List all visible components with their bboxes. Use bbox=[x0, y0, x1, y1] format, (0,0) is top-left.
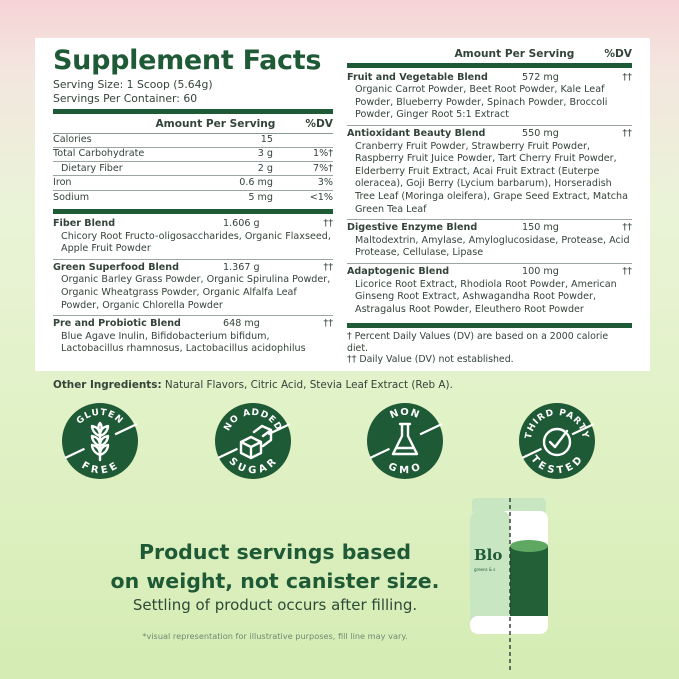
column-header: Amount Per Serving %DV bbox=[454, 48, 632, 60]
blend-amount: 1.367 g bbox=[223, 261, 260, 273]
blend-ingredients: Organic Carrot Powder, Beet Root Powder,… bbox=[355, 84, 608, 121]
blend-name: Fruit and Vegetable Blend bbox=[347, 71, 488, 83]
blend-dv: †† bbox=[622, 71, 632, 83]
nutrient-name: Sodium bbox=[53, 191, 90, 203]
blend-ingredients: Blue Agave Inulin, Bifidobacterium bifid… bbox=[61, 330, 306, 355]
blend-ingredients: Chicory Root Fructo-oligosaccharides, Or… bbox=[61, 230, 331, 255]
sugar-cube-icon bbox=[239, 424, 273, 460]
nutrient-name: Calories bbox=[53, 133, 92, 145]
blend-item: Green Superfood Blend 1.367 g †† Organic Ba… bbox=[53, 260, 333, 317]
blend-amount: 648 mg bbox=[223, 318, 260, 330]
divider bbox=[53, 132, 333, 134]
divider-thick bbox=[53, 209, 333, 215]
other-ingredients: Other Ingredients: Natural Flavors, Citr… bbox=[53, 379, 453, 391]
nutrient-amount: 3 g bbox=[257, 148, 273, 160]
blend-ingredients: Maltodextrin, Amylase, Amyloglucosidase,… bbox=[355, 234, 630, 259]
nutrient-amount: 2 g bbox=[257, 162, 273, 174]
blend-item: Pre and Probiotic Blend 648 mg †† Blue Agav… bbox=[53, 316, 333, 359]
blend-header: Green Superfood Blend 1.367 g †† bbox=[53, 262, 333, 275]
blend-list: Fiber Blend 1.606 g †† Chicory Root Fructo-… bbox=[53, 216, 333, 359]
blend-header: Antioxidant Beauty Blend 550 mg †† bbox=[347, 128, 632, 141]
badge-third-party-tested: THIRD PARTY TESTED bbox=[518, 402, 596, 480]
svg-text:NON: NON bbox=[388, 407, 421, 421]
servings-per-container: Servings Per Container: 60 bbox=[53, 91, 198, 105]
wheat-icon bbox=[90, 421, 110, 462]
blend-dv: †† bbox=[323, 218, 333, 230]
canister-illustration: Blo greens & s bbox=[470, 498, 548, 670]
flask-icon bbox=[391, 422, 419, 456]
blend-name: Digestive Enzyme Blend bbox=[347, 222, 478, 234]
nutrient-row: Calories 15 bbox=[53, 134, 333, 148]
nutrient-dv: <1% bbox=[309, 191, 333, 203]
canister-logo: Blo bbox=[474, 546, 502, 564]
blend-header: Pre and Probiotic Blend 648 mg †† bbox=[53, 318, 333, 331]
blend-dv: †† bbox=[622, 222, 632, 234]
blend-item: Antioxidant Beauty Blend 550 mg †† Cranberr… bbox=[347, 126, 632, 221]
blend-dv: †† bbox=[323, 261, 333, 273]
serving-size: Serving Size: 1 Scoop (5.64g) bbox=[53, 78, 213, 91]
blend-amount: 100 mg bbox=[522, 265, 559, 277]
nutrient-row: Dietary Fiber 2 g 7%† bbox=[53, 162, 333, 177]
nutrient-row: Total Carbohydrate 3 g 1%† bbox=[53, 148, 333, 163]
blend-name: Green Superfood Blend bbox=[53, 261, 180, 273]
facts-left-column: Supplement Facts Serving Size: 1 Scoop (… bbox=[53, 44, 333, 359]
nutrient-amount: 15 bbox=[260, 133, 273, 145]
nutrient-row: Sodium 5 mg <1% bbox=[53, 191, 333, 205]
blend-dv: †† bbox=[622, 265, 632, 277]
badge-non-gmo: NON GMO bbox=[366, 402, 444, 480]
divider-thick bbox=[347, 62, 632, 68]
blend-amount: 550 mg bbox=[522, 127, 559, 139]
nutrient-dv: 7%† bbox=[312, 162, 333, 174]
column-header: Amount Per Serving %DV bbox=[155, 118, 333, 130]
divider-thick bbox=[53, 109, 333, 114]
nutrient-name: Total Carbohydrate bbox=[53, 148, 145, 160]
blend-dv: †† bbox=[622, 127, 632, 139]
divider-thick bbox=[347, 323, 632, 329]
badge-gluten-free: GLUTEN FREE bbox=[61, 402, 139, 480]
blend-ingredients: Cranberry Fruit Powder, Strawberry Fruit… bbox=[355, 140, 629, 215]
blend-item: Fiber Blend 1.606 g †† Chicory Root Fructo-… bbox=[53, 216, 333, 260]
blend-amount: 1.606 g bbox=[223, 218, 260, 230]
canister-tagline: greens & s bbox=[474, 567, 495, 572]
blend-item: Fruit and Vegetable Blend 572 mg †† Organic… bbox=[347, 70, 632, 126]
blend-name: Fiber Blend bbox=[53, 218, 116, 230]
blend-item: Adaptogenic Blend 100 mg †† Licorice Root E… bbox=[347, 264, 632, 319]
blend-header: Digestive Enzyme Blend 150 mg †† bbox=[347, 222, 632, 235]
blend-amount: 150 mg bbox=[522, 222, 559, 234]
blend-header: Adaptogenic Blend 100 mg †† bbox=[347, 266, 632, 279]
nutrient-name: Iron bbox=[53, 176, 72, 188]
nutrient-row: Iron 0.6 mg 3% bbox=[53, 176, 333, 191]
disclaimer: *visual representation for illustrative … bbox=[142, 631, 408, 641]
blend-list: Fruit and Vegetable Blend 572 mg †† Organic… bbox=[347, 70, 632, 320]
headline: Product servings based on weight, not can… bbox=[110, 540, 440, 593]
badge-top-text: NON bbox=[388, 407, 420, 421]
nutrient-dv: 3% bbox=[317, 176, 333, 188]
blend-header: Fruit and Vegetable Blend 572 mg †† bbox=[347, 72, 632, 85]
blend-dv: †† bbox=[323, 318, 333, 330]
nutrient-dv: 1%† bbox=[312, 148, 333, 160]
badge-no-added-sugar: NO ADDED SUGAR bbox=[214, 402, 292, 480]
blend-name: Pre and Probiotic Blend bbox=[53, 318, 181, 330]
blend-ingredients: Licorice Root Extract, Rhodiola Root Pow… bbox=[355, 278, 617, 315]
nutrient-table: Calories 15 Total Carbohydrate 3 g 1%† Dietar… bbox=[53, 134, 333, 205]
nutrient-amount: 0.6 mg bbox=[239, 176, 273, 188]
blend-item: Digestive Enzyme Blend 150 mg †† Maltodextr… bbox=[347, 220, 632, 264]
blend-name: Antioxidant Beauty Blend bbox=[347, 127, 486, 139]
nutrient-amount: 5 mg bbox=[248, 191, 273, 203]
blend-name: Adaptogenic Blend bbox=[347, 265, 450, 277]
blend-amount: 572 mg bbox=[522, 71, 559, 83]
footnote: † Percent Daily Values (DV) are based on… bbox=[347, 331, 609, 354]
check-circle-icon bbox=[542, 427, 572, 457]
facts-right-column: Amount Per Serving %DV Fruit and Vegetabl… bbox=[347, 46, 632, 366]
page-title: Supplement Facts bbox=[53, 45, 322, 76]
nutrient-name: Dietary Fiber bbox=[61, 162, 123, 174]
blend-ingredients: Organic Barley Grass Powder, Organic Spi… bbox=[61, 274, 331, 311]
footnote: †† Daily Value (DV) not established. bbox=[347, 354, 514, 366]
blend-header: Fiber Blend 1.606 g †† bbox=[53, 218, 333, 231]
subline: Settling of product occurs after filling… bbox=[132, 596, 418, 614]
